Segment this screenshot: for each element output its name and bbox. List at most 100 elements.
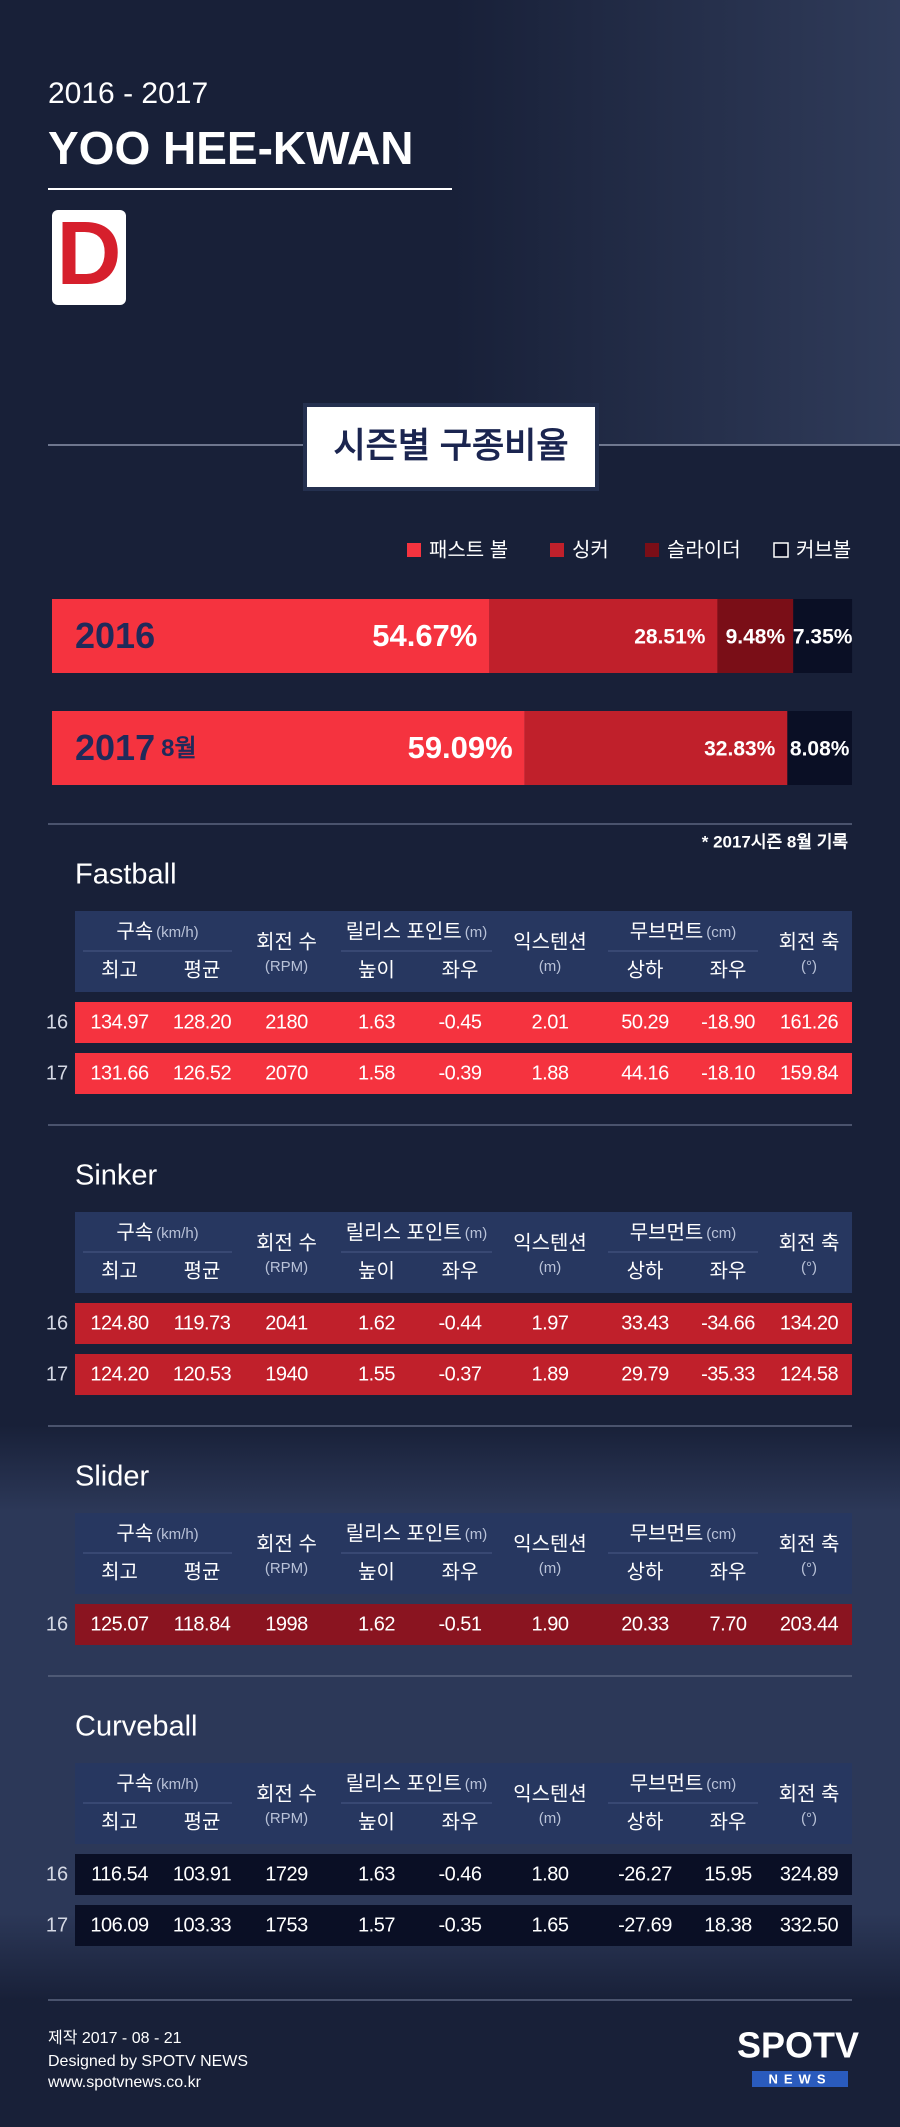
table-cell: 134.20 [780,1312,839,1334]
table-cell: 15.95 [704,1863,752,1885]
table-cell: 1753 [265,1914,308,1936]
header-main: 릴리스 포인트 [346,1221,462,1244]
header-label: 높이 [358,958,395,981]
footer-designer: Designed by SPOTV NEWS [48,2053,248,2070]
table-cell: -18.90 [701,1011,755,1033]
table-cell: 124.20 [90,1363,149,1385]
season-label: 17 [46,1363,68,1385]
table-cell: 1940 [265,1363,308,1385]
table-cell: -35.33 [701,1363,755,1385]
header-label: 평균 [184,1259,221,1282]
header-label: 최고 [101,1259,138,1282]
header-label: 릴리스 포인트 (m) [346,1522,487,1545]
table-cell: 1.90 [532,1613,569,1635]
table-cell: -34.66 [701,1312,755,1334]
header-label: 회전 수 [256,930,317,953]
header-unit: (RPM) [265,1810,308,1827]
season-label: 16 [46,1011,68,1033]
value-label: 54.67% [372,618,477,653]
category-label: 2017 8월 [75,727,197,768]
table-cell: 1.89 [532,1363,569,1385]
table-cell: 124.58 [780,1363,839,1385]
legend-label: 슬라이더 [667,538,741,561]
header-label: 최고 [101,1810,138,1833]
header-label: 회전 축 [779,930,840,953]
header-unit: (m) [465,1225,488,1242]
header-main: 릴리스 포인트 [346,1522,462,1545]
header-main: 무브먼트 [630,920,704,943]
table-cell: 103.91 [173,1863,232,1885]
table-cell: 1.58 [358,1062,395,1084]
legend-swatch [773,542,789,558]
header-unit: (m) [539,1810,562,1827]
table-cell: -0.46 [438,1863,481,1885]
header-unit: (m) [539,1259,562,1276]
season-label: 16 [46,1863,68,1885]
value-label: 59.09% [408,730,513,765]
table-cell: 2070 [265,1062,308,1084]
pitch-title: Slider [75,1461,149,1493]
header-main: 릴리스 포인트 [346,920,462,943]
header-label: 평균 [184,1810,221,1833]
footer-url: www.spotvnews.co.kr [47,2074,202,2091]
category-suffix: 8월 [161,735,196,762]
table-cell: -27.69 [618,1914,672,1936]
table-cell: -0.51 [438,1613,481,1635]
legend-swatch [407,543,421,557]
header-label: 회전 축 [779,1231,840,1254]
table-row-bg [75,1854,852,1895]
bar-segment [52,711,525,785]
footer-logo-bar [752,2071,848,2087]
header-main: 구속 [116,1221,153,1244]
table-cell: 1.63 [358,1011,395,1033]
header-label: 상하 [627,1810,664,1833]
header-label: 무브먼트 (cm) [630,1522,737,1545]
table-cell: 1729 [265,1863,308,1885]
header-main: 무브먼트 [630,1772,704,1795]
category-name: 2016 [75,615,155,656]
table-cell: 332.50 [780,1914,839,1936]
table-cell: 7.70 [710,1613,747,1635]
header-label: 회전 수 [256,1532,317,1555]
header-label: 익스텐션 [513,1231,587,1254]
category-label: 2016 [75,615,155,656]
table-cell: 203.44 [780,1613,839,1635]
value-label: 8.08% [790,738,850,761]
table-cell: 159.84 [780,1062,839,1084]
header-unit: (m) [539,958,562,975]
header-label: 상하 [627,1560,664,1583]
header-unit: (cm) [706,924,736,941]
season-label: 16 [46,1312,68,1334]
value-label: 28.51% [634,626,706,649]
header-label: 좌우 [442,1810,479,1833]
table-cell: 120.53 [173,1363,232,1385]
table-cell: 118.84 [174,1613,231,1635]
legend-swatch [550,543,564,557]
note: * 2017시즌 8월 기록 [702,832,849,851]
legend-label: 커브볼 [796,538,851,561]
table-row-bg [75,1303,852,1344]
table-cell: 324.89 [780,1863,839,1885]
table-cell: 20.33 [621,1613,669,1635]
table-cell: 1.62 [358,1312,395,1334]
header-label: 무브먼트 (cm) [630,920,737,943]
header-unit: (m) [465,1526,488,1543]
header-unit: (cm) [706,1225,736,1242]
table-cell: 2.01 [532,1011,569,1033]
photo-area [450,0,900,445]
header-main: 구속 [116,920,153,943]
bar-segment [489,599,718,673]
table-cell: -0.35 [438,1914,481,1936]
header-label: 익스텐션 [513,930,587,953]
header-label: 릴리스 포인트 (m) [346,1772,487,1795]
table-cell: 106.09 [90,1914,149,1936]
bar-segment [52,599,490,673]
header-label: 익스텐션 [513,1532,587,1555]
header-unit: (km/h) [156,924,199,941]
table-cell: 1.88 [532,1062,569,1084]
table-cell: 116.54 [91,1863,148,1885]
legend-swatch [645,543,659,557]
table-cell: 1.55 [358,1363,395,1385]
table-cell: 124.80 [90,1312,149,1334]
table-row-bg [75,1604,852,1645]
